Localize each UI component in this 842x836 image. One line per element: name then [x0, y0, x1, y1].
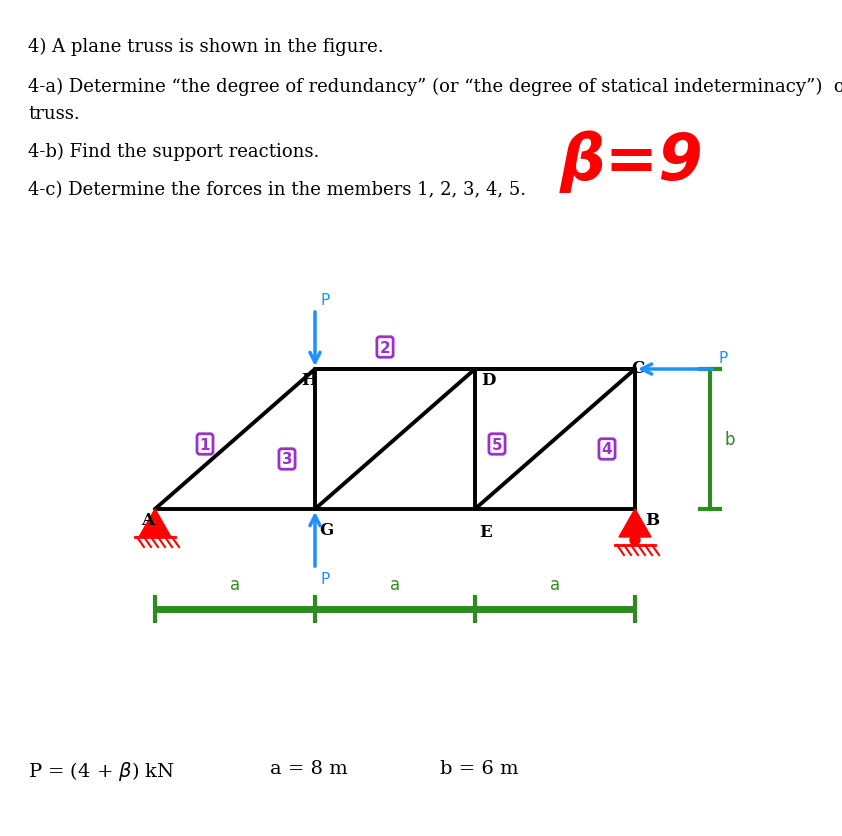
- Text: D: D: [481, 371, 495, 389]
- Text: truss.: truss.: [28, 104, 80, 123]
- Text: G: G: [319, 522, 333, 538]
- Text: C: C: [631, 359, 644, 376]
- Text: P: P: [320, 293, 329, 308]
- Text: P: P: [719, 350, 728, 365]
- Text: b: b: [724, 431, 734, 448]
- Text: 4) A plane truss is shown in the figure.: 4) A plane truss is shown in the figure.: [28, 38, 384, 56]
- Text: E: E: [479, 523, 492, 540]
- Text: A: A: [141, 512, 154, 528]
- Text: β=9: β=9: [560, 130, 704, 192]
- Text: 4-b) Find the support reactions.: 4-b) Find the support reactions.: [28, 143, 319, 161]
- Text: B: B: [645, 512, 659, 528]
- Text: a = 8 m: a = 8 m: [270, 759, 348, 777]
- Polygon shape: [619, 509, 651, 538]
- Text: P = (4 + $\beta$) kN: P = (4 + $\beta$) kN: [28, 759, 175, 782]
- Polygon shape: [139, 509, 171, 538]
- Text: 1: 1: [200, 437, 210, 452]
- Text: 2: 2: [380, 340, 391, 355]
- Text: a: a: [550, 575, 560, 594]
- Text: H: H: [301, 371, 317, 389]
- Text: b = 6 m: b = 6 m: [440, 759, 519, 777]
- Text: a: a: [230, 575, 240, 594]
- Text: 4-c) Determine the forces in the members 1, 2, 3, 4, 5.: 4-c) Determine the forces in the members…: [28, 181, 526, 199]
- Text: 4-a) Determine “the degree of redundancy” (or “the degree of statical indetermin: 4-a) Determine “the degree of redundancy…: [28, 78, 842, 96]
- Text: 5: 5: [492, 437, 503, 452]
- Circle shape: [630, 535, 640, 545]
- Text: a: a: [390, 575, 400, 594]
- Text: P: P: [320, 571, 329, 586]
- Text: 3: 3: [282, 452, 292, 467]
- Text: 4: 4: [602, 442, 612, 457]
